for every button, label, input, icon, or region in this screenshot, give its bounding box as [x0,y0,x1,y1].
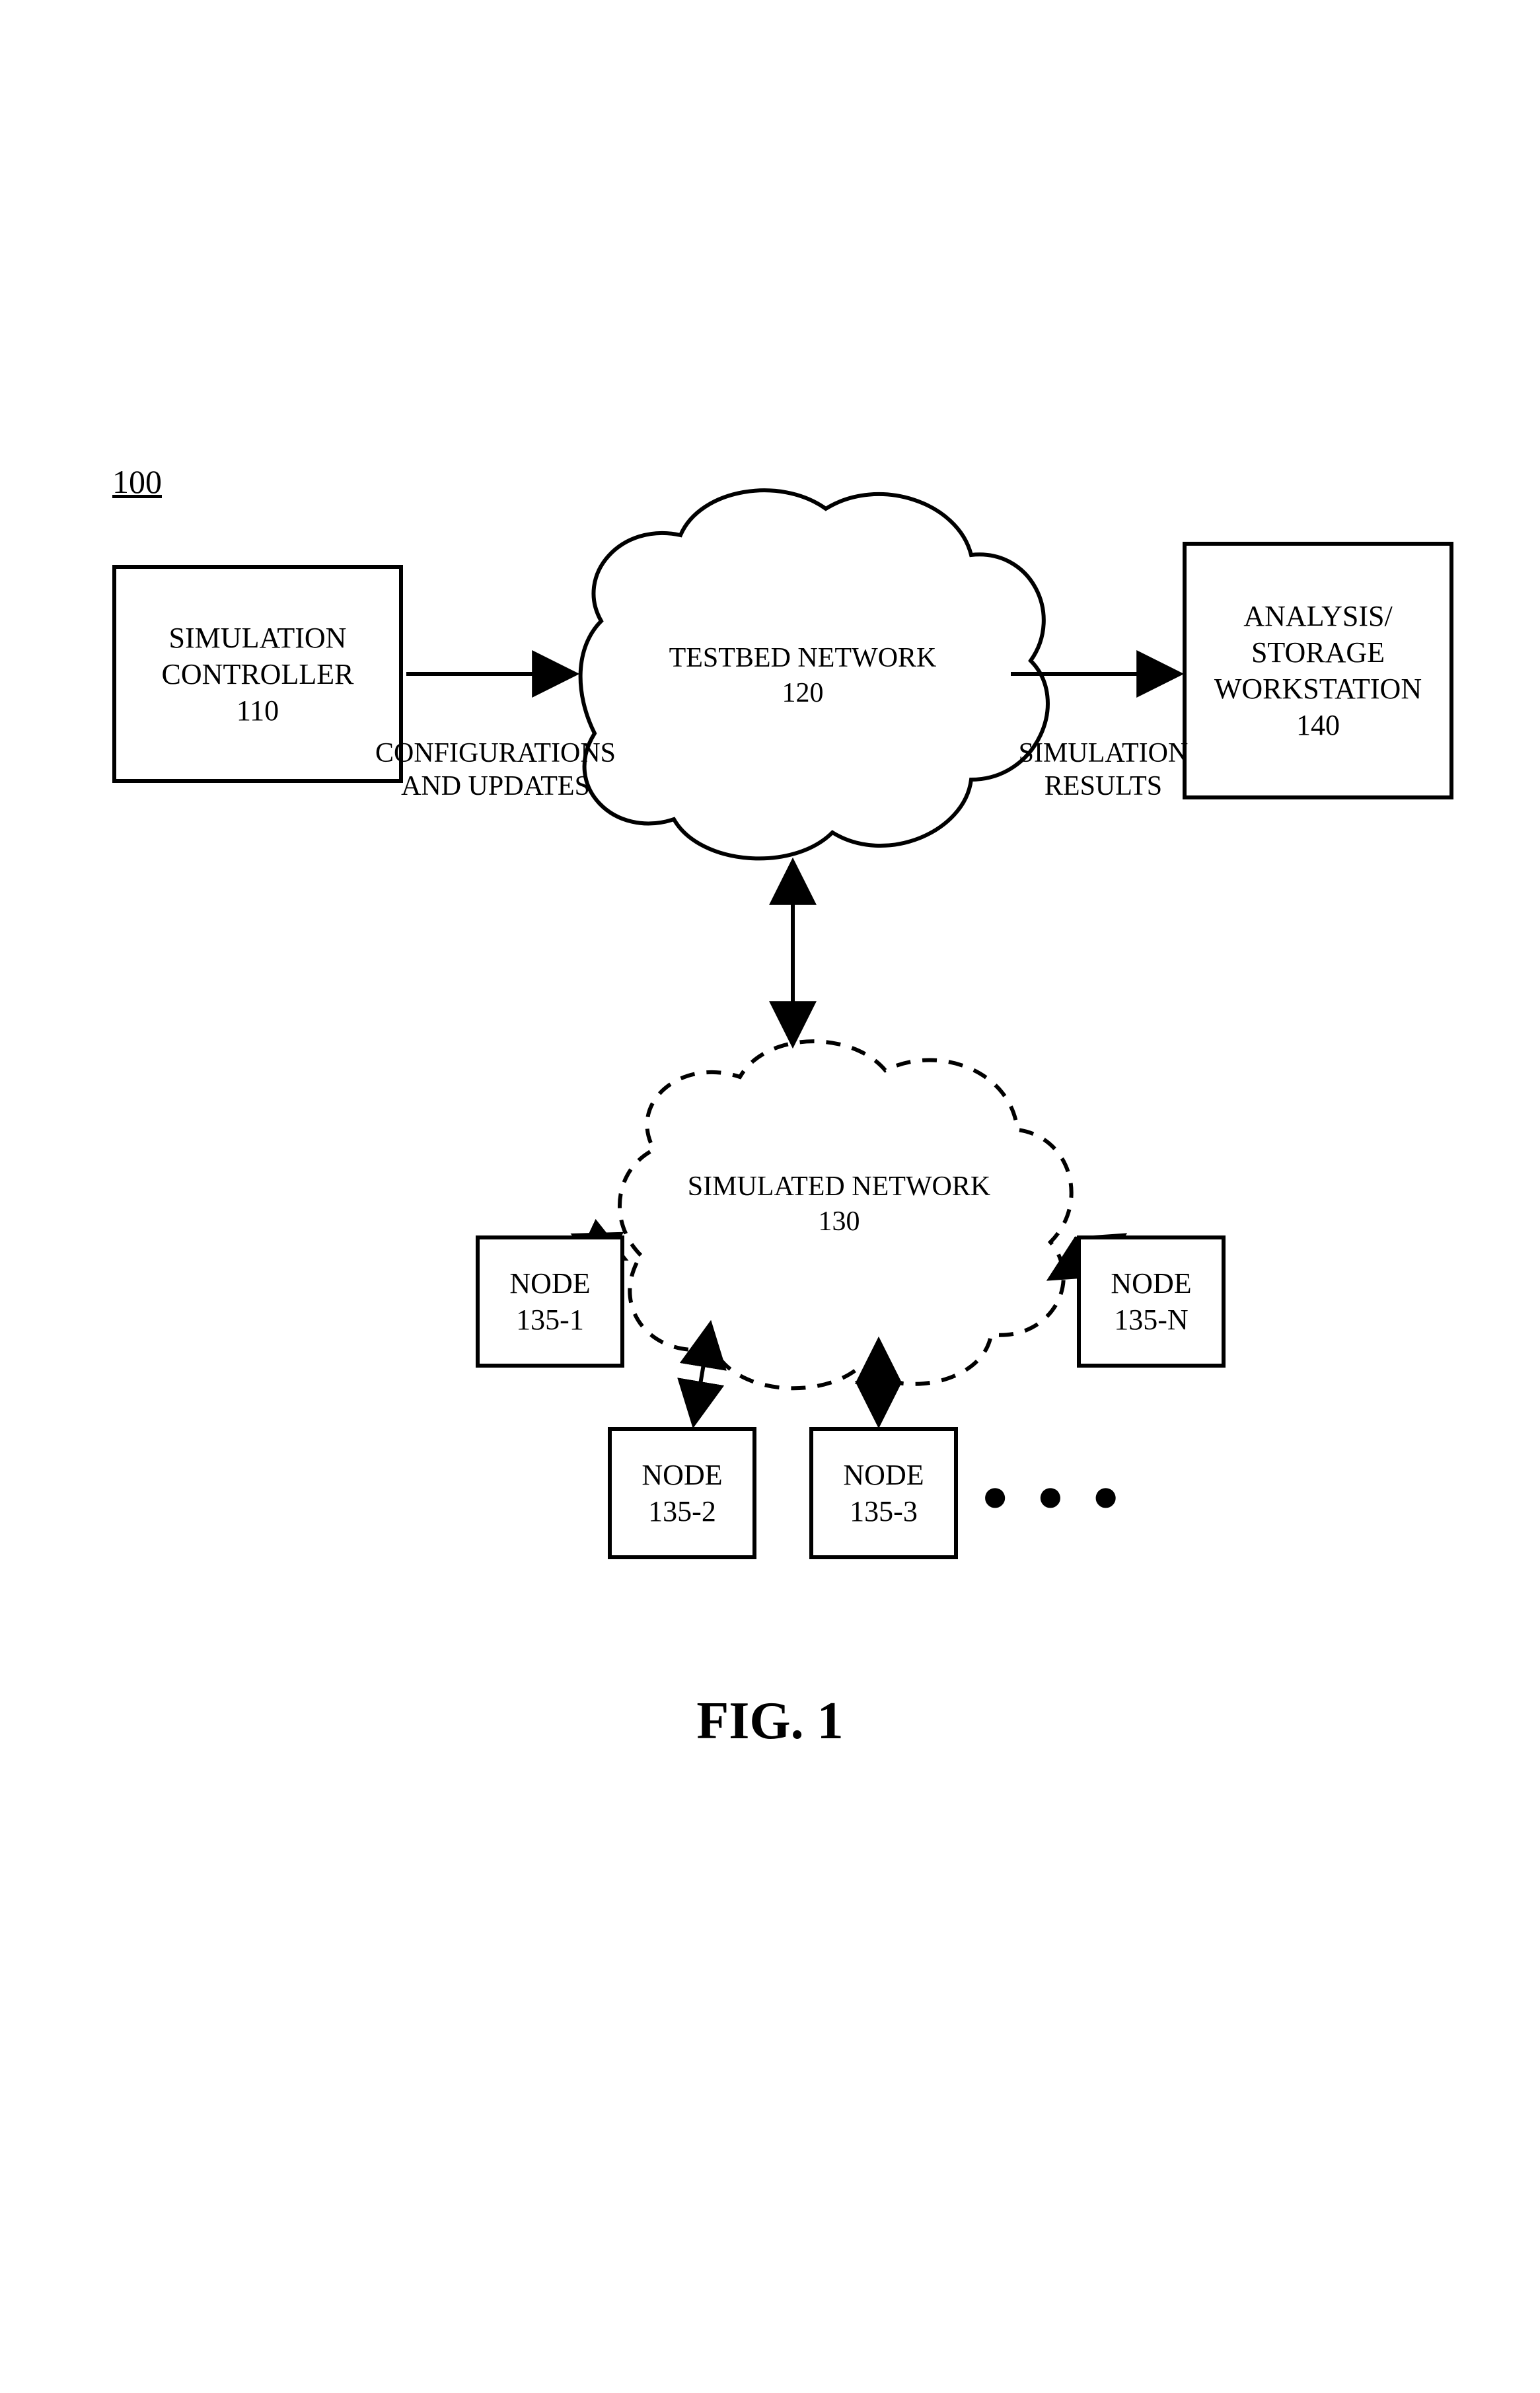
figure-caption: FIG. 1 [0,1691,1540,1751]
box-label: NODE [509,1265,590,1302]
node-1-box: NODE 135-1 [476,1235,624,1368]
ellipsis-icon: ● ● ● [981,1470,1128,1523]
box-label: WORKSTATION [1214,671,1422,707]
box-label: SIMULATION [169,620,347,656]
node-3-box: NODE 135-3 [809,1427,958,1559]
box-label: STORAGE [1251,634,1385,671]
box-label: ANALYSIS/ [1243,598,1392,634]
box-label: NODE [843,1457,924,1493]
box-label: NODE [1111,1265,1191,1302]
simulated-cloud-label: SIMULATED NETWORK 130 [684,1169,994,1239]
edge-label-line: SIMULATION [1019,738,1189,768]
edge-label-line: CONFIGURATIONS [375,738,616,768]
diagram-canvas: 100 SIMULATION CONTROLLER 110 ANALYSIS/ … [0,0,1540,2393]
box-ref: 135-3 [850,1493,918,1529]
simulation-controller-box: SIMULATION CONTROLLER 110 [112,565,403,783]
node-2-box: NODE 135-2 [608,1427,756,1559]
edge-label-line: RESULTS [1045,771,1162,801]
simulation-results-label: SIMULATION RESULTS [1004,737,1202,803]
box-ref: 140 [1296,707,1340,743]
cloud-ref: 130 [819,1206,860,1237]
node-n-box: NODE 135-N [1077,1235,1226,1368]
box-label: NODE [642,1457,722,1493]
cloud-ref: 120 [782,678,824,708]
cloud-title: TESTBED NETWORK [669,643,937,673]
config-updates-label: CONFIGURATIONS AND UPDATES [370,737,621,803]
box-ref: 135-2 [648,1493,716,1529]
box-ref: 135-N [1114,1302,1188,1338]
box-ref: 135-1 [516,1302,584,1338]
workstation-box: ANALYSIS/ STORAGE WORKSTATION 140 [1183,542,1453,799]
figure-ref-number: 100 [112,462,162,501]
edge-label-line: AND UPDATES [401,771,590,801]
cloud-title: SIMULATED NETWORK [688,1171,990,1202]
box-label: CONTROLLER [162,656,354,692]
box-ref: 110 [237,692,279,729]
testbed-cloud-label: TESTBED NETWORK 120 [664,641,941,710]
